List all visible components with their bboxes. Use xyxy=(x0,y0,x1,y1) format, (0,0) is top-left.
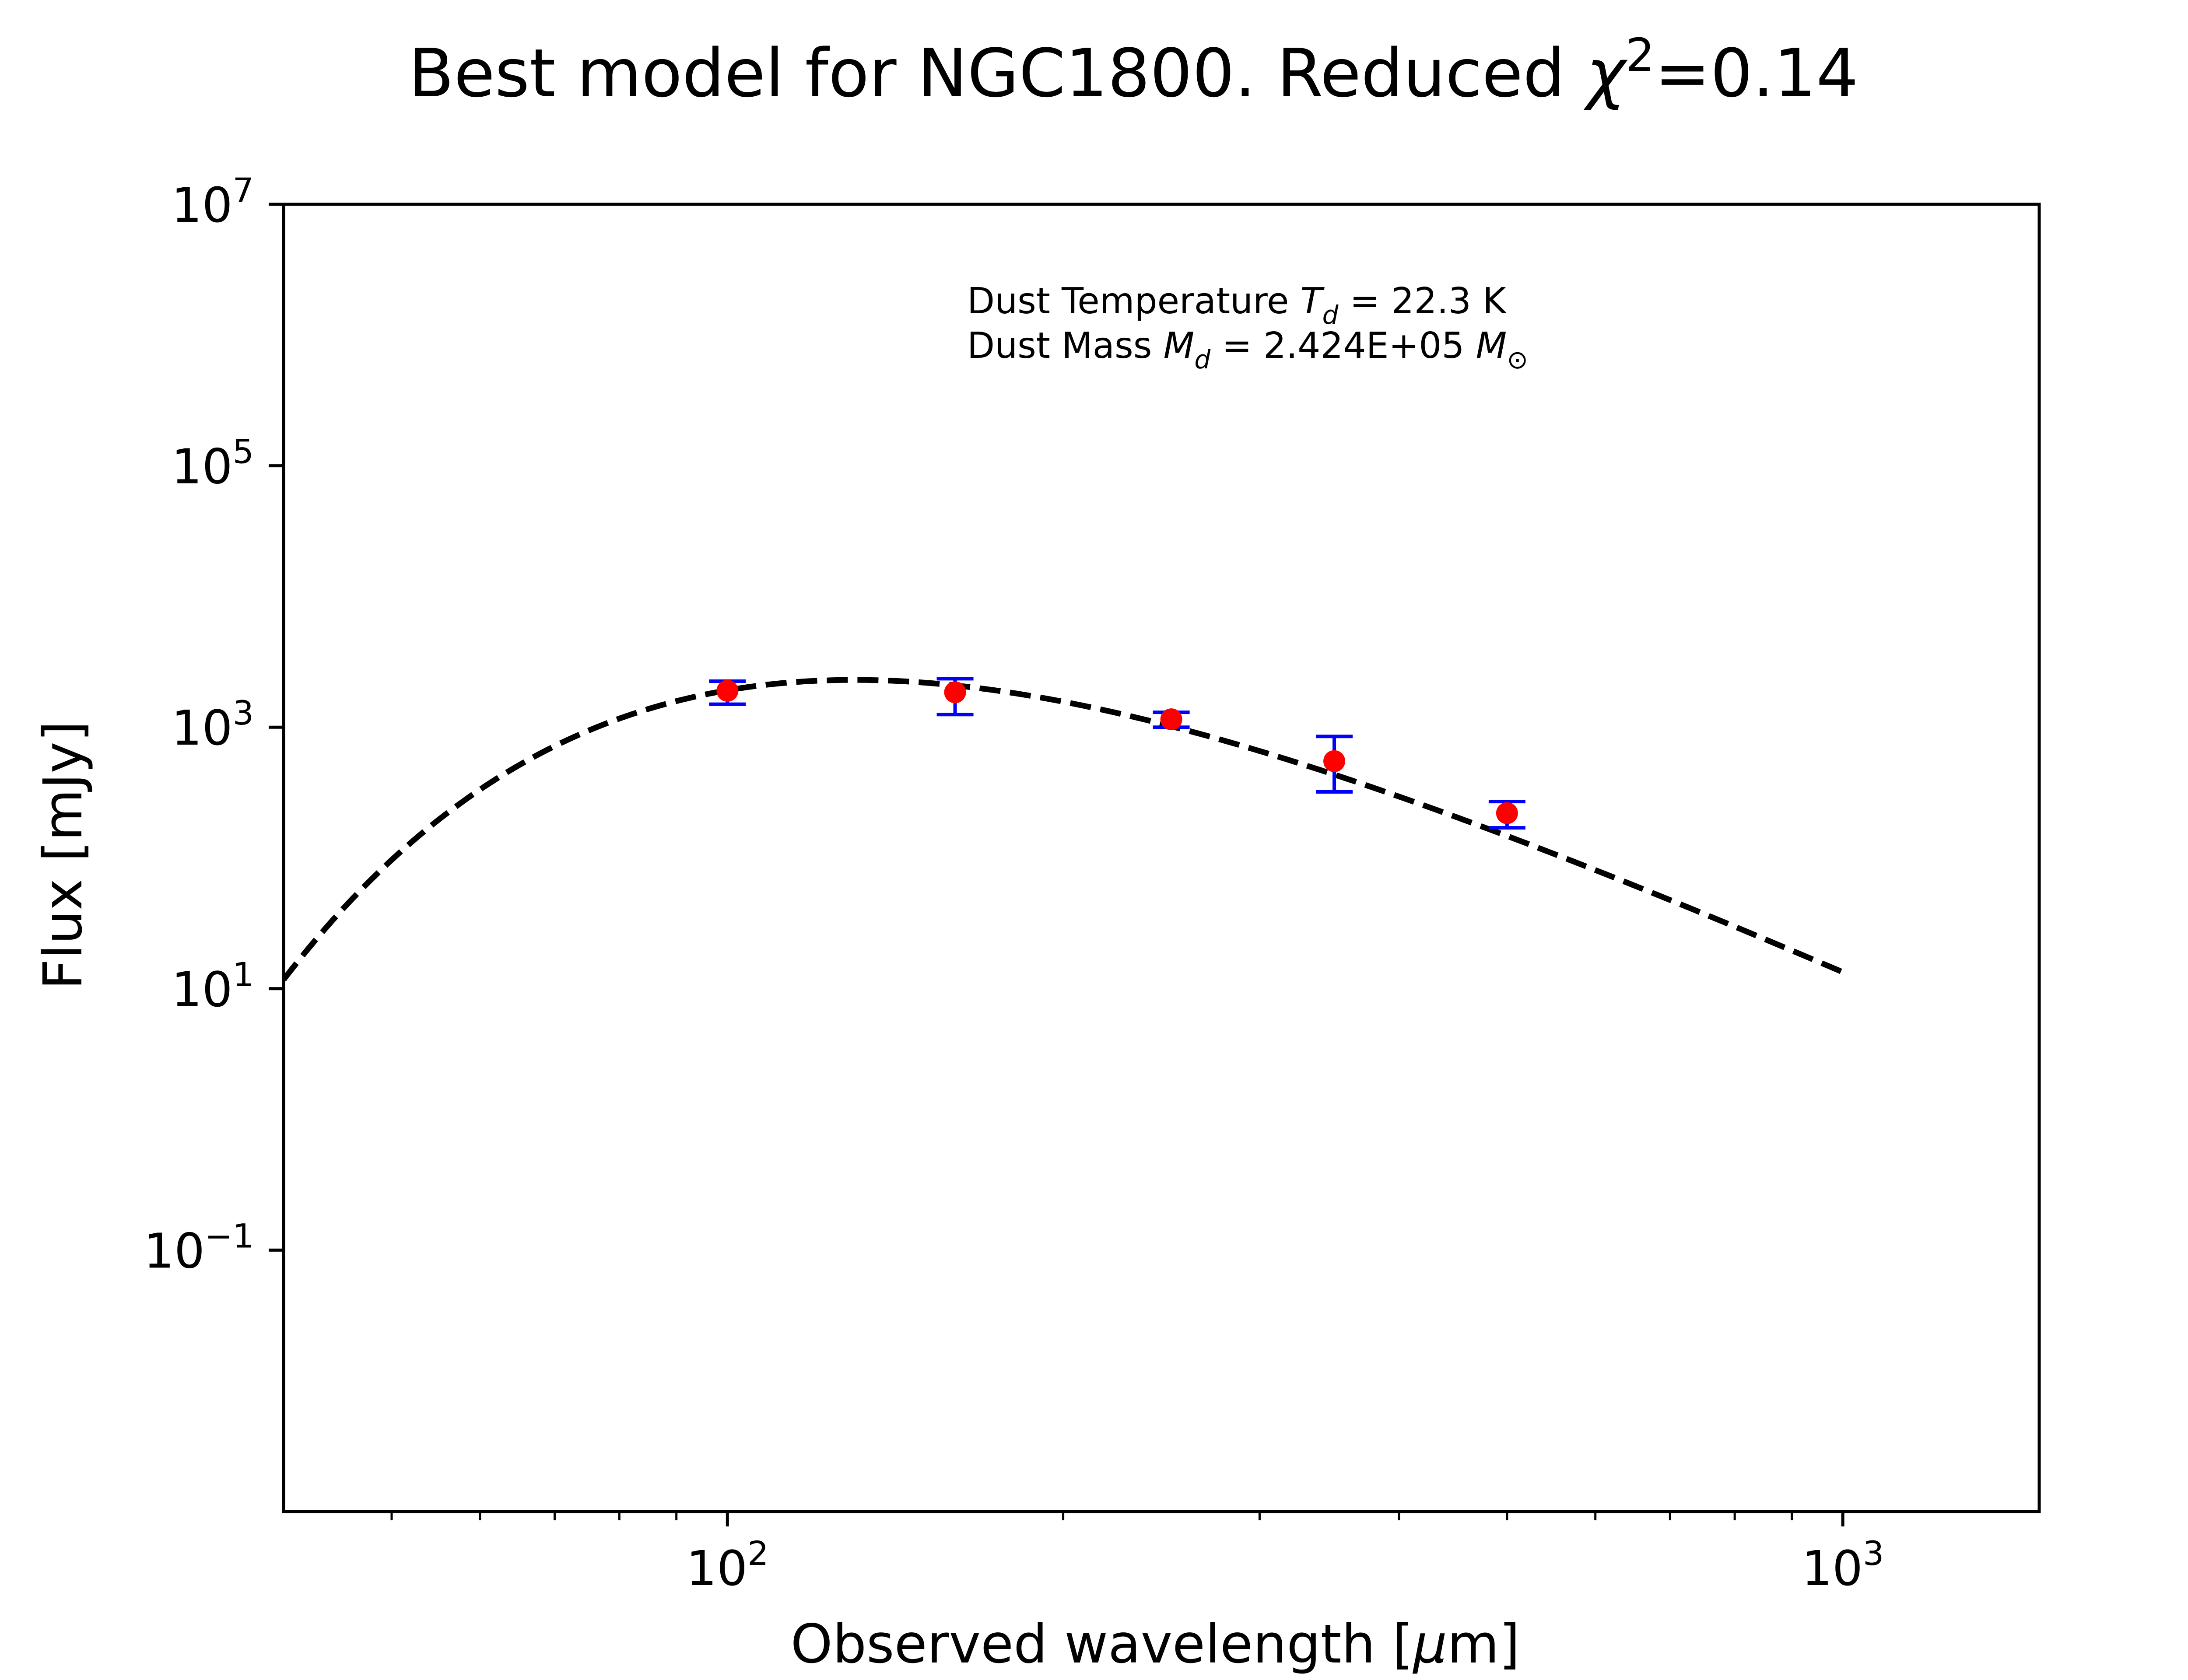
plot-frame xyxy=(282,203,2041,1513)
annotation-dust-temperature: Dust Temperature Td = 22.3 K xyxy=(967,280,1507,330)
data-marker xyxy=(1160,708,1182,731)
chart-title: Best model for NGC1800. Reduced χ2=0.14 xyxy=(408,28,1858,112)
y-tick-label-2: 101 xyxy=(172,955,254,1018)
x-tick-label-1: 102 xyxy=(686,1534,768,1596)
data-point-3 xyxy=(1153,708,1190,731)
x-axis-label: Observed wavelength [μm] xyxy=(791,1613,1520,1675)
data-point-2 xyxy=(936,677,974,717)
y-tick-label-5: 107 xyxy=(172,171,254,233)
chart-marks: 102 103 10−1 101 103 105 107 xyxy=(144,171,2041,1596)
model-line xyxy=(284,677,1844,982)
data-marker xyxy=(944,681,966,704)
data-marker xyxy=(1323,750,1346,772)
y-axis-label: Flux [mJy] xyxy=(32,721,94,990)
y-tick-label-1: 10−1 xyxy=(144,1216,254,1279)
y-tick-label-3: 103 xyxy=(172,693,254,756)
data-point-1 xyxy=(709,679,746,706)
data-marker xyxy=(1496,802,1518,824)
data-marker xyxy=(716,679,739,702)
y-tick-label-4: 105 xyxy=(172,432,254,495)
data-point-5 xyxy=(1488,800,1525,830)
data-point-4 xyxy=(1316,735,1353,794)
x-tick-label-2: 103 xyxy=(1802,1534,1884,1596)
annotation-dust-mass: Dust Mass Md = 2.424E+05 M⊙ xyxy=(967,325,1528,374)
